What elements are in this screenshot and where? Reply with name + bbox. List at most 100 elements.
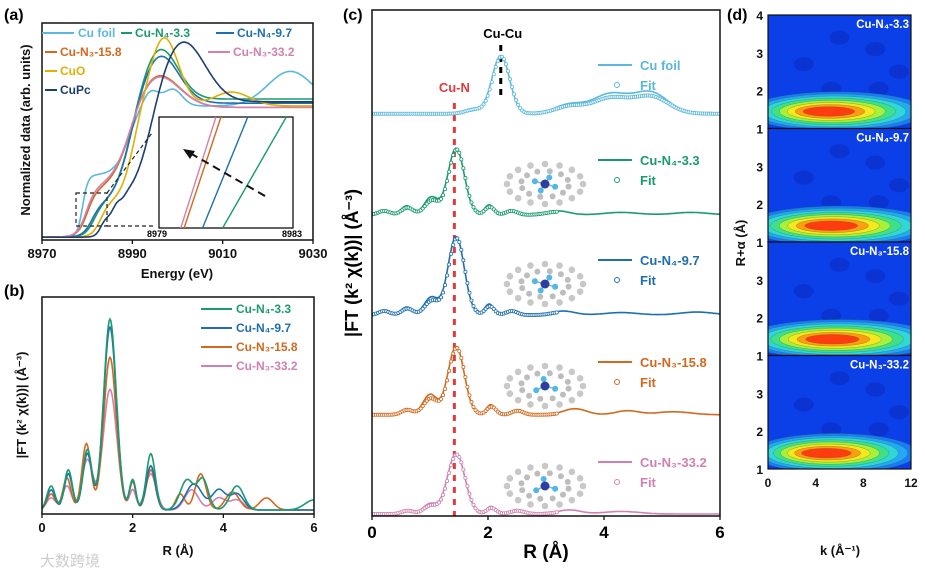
fit-legend-marker [614, 479, 620, 485]
inset-edge-cu-n3-15-8 [183, 116, 222, 229]
carbon-atom [537, 395, 544, 402]
0-xtick-label: 8970 [28, 246, 57, 261]
heatmap-contour [805, 334, 860, 345]
carbon-atom [506, 273, 514, 280]
fit-point [501, 57, 506, 62]
ft-curve-cu-n4-9-7 [42, 325, 314, 511]
carbon-atom [506, 390, 514, 397]
heatmap-minor-feature [889, 405, 910, 420]
fit-point [445, 179, 450, 184]
nitrogen-atom [540, 476, 547, 483]
carbon-atom [527, 162, 534, 169]
2-xtick-label: 4 [599, 523, 609, 542]
carbon-atom [514, 266, 522, 274]
series-cu-n3-15-8 [372, 345, 720, 417]
carbon-atom [503, 180, 511, 188]
carbon-atom [518, 178, 525, 185]
carbon-atom [506, 490, 514, 497]
legend-label: Cu-N₄-9.7 [640, 253, 700, 268]
carbon-atom [564, 478, 571, 485]
1-xtick-label: 6 [310, 520, 317, 535]
fit-point [420, 404, 425, 409]
carbon-atom [576, 288, 584, 295]
heatmap-ytick-label: 1 [756, 350, 763, 364]
carbon-atom [568, 166, 576, 174]
carbon-atom [549, 395, 556, 402]
heatmap-ytick-label: 2 [756, 425, 763, 439]
heatmap-minor-feature [829, 257, 850, 272]
fit-point [485, 93, 490, 98]
heatmap-minor-feature [821, 422, 842, 437]
fit-point [439, 397, 444, 402]
carbon-atom [541, 300, 549, 308]
inset: 8979 8983 [147, 116, 302, 239]
molecule-structure-icon [503, 362, 587, 410]
inset-xtick-label: 8983 [282, 229, 302, 239]
carbon-atom [557, 171, 564, 178]
carbon-atom [549, 495, 556, 502]
carbon-atom [518, 380, 525, 387]
fit-point [455, 346, 460, 351]
carbon-atom [514, 396, 522, 404]
legend-item-cu-foil: Cu foil [42, 26, 115, 40]
carbon-atom [526, 290, 533, 297]
fit-point [463, 269, 468, 274]
carbon-atom [568, 294, 576, 302]
carbon-atom [568, 468, 576, 476]
fit-point [443, 386, 448, 391]
fit-point [483, 98, 488, 103]
heatmap-cu-n3-15-8: Cu-N₃-15.8 1 2 3 [756, 241, 912, 364]
heatmap-plot-area [768, 355, 911, 469]
heatmap-ytick-label: 3 [756, 47, 763, 61]
zoom-connector-line [106, 132, 153, 194]
2-xtick-label: 2 [483, 523, 492, 542]
nitrogen-atom [533, 487, 540, 494]
carbon-atom [556, 464, 563, 471]
legend-item-cupc: CuPc [45, 83, 91, 97]
carbon-atom [518, 278, 525, 285]
fit-point [441, 492, 446, 497]
carbon-atom [576, 173, 584, 180]
nitrogen-atom [531, 178, 538, 185]
carbon-atom [556, 299, 563, 306]
heatmap-cu-n4-3-3: Cu-N₄-3.3 1 2 3 4 [756, 9, 912, 137]
heatmap-xtick-label: 4 [812, 476, 819, 490]
fit-point [461, 166, 466, 171]
fit-point [422, 204, 427, 209]
fit-point [455, 147, 460, 152]
heatmap-minor-feature [865, 382, 886, 397]
heatmap-frame [767, 354, 912, 470]
xanes-curve-cu-foil [42, 70, 313, 238]
carbon-atom [556, 364, 563, 371]
fit-point [471, 205, 476, 210]
carbon-atom [519, 185, 526, 192]
carbon-atom [514, 496, 522, 504]
trend-arrow-head-icon [183, 149, 195, 159]
carbon-atom [576, 375, 584, 382]
panel-b-plot-area [42, 317, 314, 511]
fit-point [465, 185, 470, 190]
fit-point [491, 72, 496, 77]
carbon-atom [503, 280, 511, 288]
carbon-atom [527, 299, 534, 306]
carbon-atom [568, 396, 576, 404]
panel-a-ylabel: Normalized data (arb. units) [18, 44, 33, 215]
carbon-atom [541, 200, 549, 208]
fit-point [451, 242, 456, 247]
heatmap-ytick-label: 2 [756, 85, 763, 99]
heatmap-plot-area [768, 242, 911, 356]
fit-point [487, 87, 492, 92]
fit-point [469, 400, 474, 405]
fit-point [510, 85, 515, 90]
legend-label: Cu foil [640, 58, 680, 73]
carbon-atom [568, 266, 576, 274]
nitrogen-atom [537, 287, 544, 294]
fit-point [457, 240, 462, 245]
fit-point [443, 486, 448, 491]
legend-item-cu-n4-9-7: Cu-N₄-9.7 [201, 321, 291, 335]
fit-point [441, 193, 446, 198]
heatmap-minor-feature [889, 178, 910, 193]
heatmap-xtick-label: 8 [860, 476, 867, 490]
series-cu-n4-9-7 [372, 235, 720, 318]
